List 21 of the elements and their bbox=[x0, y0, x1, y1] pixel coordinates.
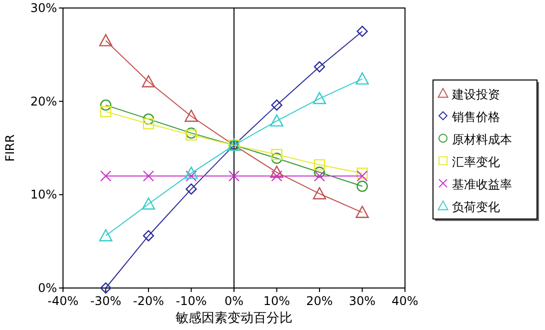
legend-label: 基准收益率 bbox=[452, 177, 512, 192]
legend-label: 原材料成本 bbox=[452, 132, 512, 146]
x-tick-label: -20% bbox=[132, 294, 164, 308]
x-tick-label: 0% bbox=[224, 294, 244, 308]
x-tick-label: -40% bbox=[47, 294, 79, 308]
legend-label: 销售价格 bbox=[451, 110, 500, 124]
legend-label: 建设投资 bbox=[451, 87, 500, 102]
y-tick-label: 30% bbox=[30, 1, 57, 15]
y-tick-label: 0% bbox=[38, 281, 57, 295]
x-tick-label: 30% bbox=[348, 294, 376, 308]
x-tick-label: 40% bbox=[392, 294, 418, 308]
x-axis-title: 敏感因素变动百分比 bbox=[176, 311, 292, 326]
x-tick-label: 10% bbox=[263, 294, 290, 308]
y-tick-label: 20% bbox=[30, 94, 57, 108]
y-axis-title: FIRR bbox=[3, 134, 17, 162]
x-tick-label: -10% bbox=[176, 294, 207, 308]
y-tick-label: 10% bbox=[30, 188, 57, 202]
x-tick-label: -30% bbox=[90, 294, 122, 308]
legend-label: 负荷变化 bbox=[452, 200, 500, 214]
legend-label: 汇率变化 bbox=[452, 154, 500, 169]
x-tick-label: 20% bbox=[306, 294, 333, 308]
